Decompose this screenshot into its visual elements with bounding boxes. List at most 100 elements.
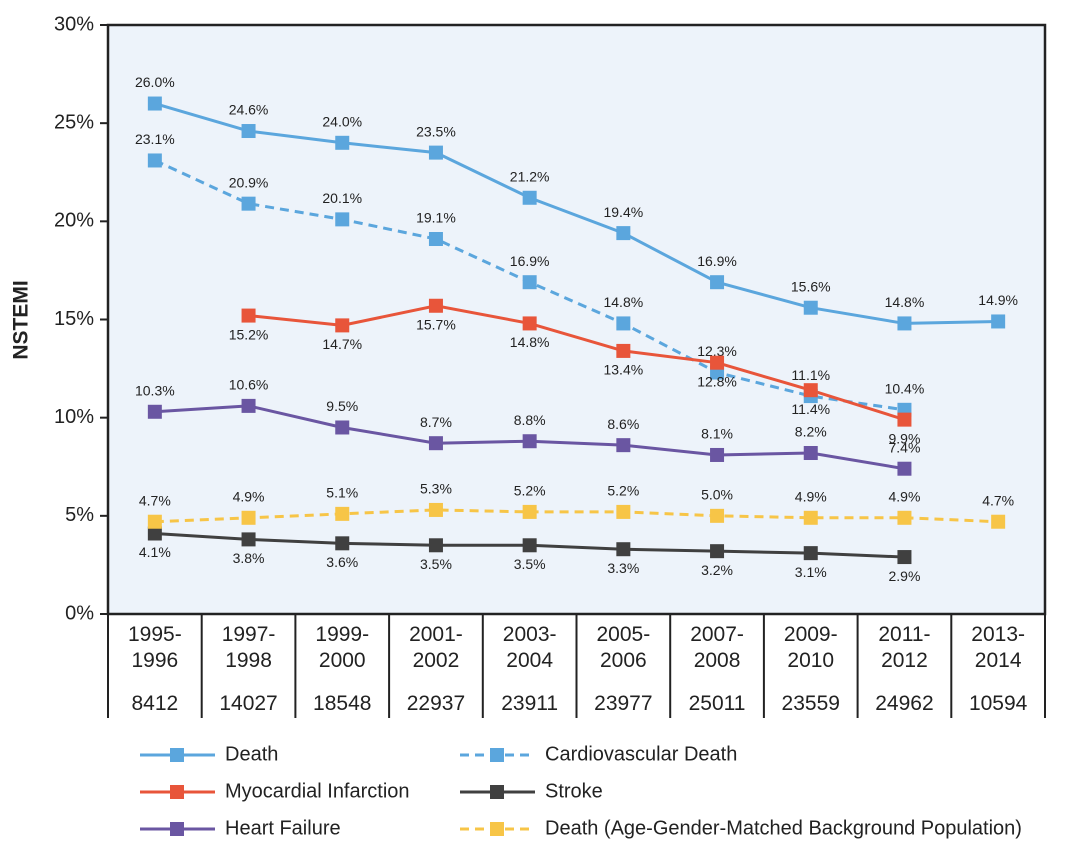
sample-size: 18548: [313, 692, 372, 715]
data-point: [616, 316, 631, 331]
x-tick-label: 1999-2000: [315, 623, 370, 672]
y-tick-label: 10%: [54, 406, 94, 428]
data-point: [803, 300, 818, 315]
data-label: 3.5%: [514, 556, 546, 572]
data-point: [241, 510, 256, 525]
data-point: [147, 526, 162, 541]
data-point: [897, 316, 912, 331]
data-label: 3.8%: [233, 550, 265, 566]
data-label: 5.0%: [701, 487, 733, 503]
data-point: [335, 420, 350, 435]
data-point: [616, 542, 631, 557]
series-line: [154, 508, 999, 524]
data-label: 4.9%: [233, 488, 265, 504]
data-point: [616, 343, 631, 358]
data-point: [803, 383, 818, 398]
data-label: 24.0%: [322, 114, 362, 130]
data-label: 4.9%: [795, 488, 827, 504]
data-point: [428, 538, 443, 553]
legend-marker: [490, 822, 504, 836]
data-label: 15.6%: [791, 278, 831, 294]
data-label: 16.9%: [697, 253, 737, 269]
legend-marker: [170, 822, 184, 836]
data-label: 19.4%: [603, 204, 643, 220]
x-tick-label: 2005-2006: [596, 623, 651, 672]
legend-label: Heart Failure: [225, 817, 341, 839]
data-point: [616, 438, 631, 453]
data-label: 19.1%: [416, 210, 456, 226]
data-point: [710, 275, 725, 290]
data-point: [522, 316, 537, 331]
legend-label: Cardiovascular Death: [545, 743, 737, 765]
sample-size: 23977: [594, 692, 653, 715]
data-label: 14.7%: [322, 336, 362, 352]
data-point: [710, 508, 725, 523]
data-label: 11.4%: [791, 401, 830, 417]
data-point: [522, 504, 537, 519]
data-point: [803, 510, 818, 525]
data-label: 14.9%: [978, 292, 1018, 308]
data-label: 8.1%: [701, 426, 733, 442]
data-label: 7.4%: [888, 439, 920, 455]
x-tick-label: 2001-2002: [409, 623, 463, 672]
data-label: 14.8%: [510, 334, 550, 350]
data-point: [241, 308, 256, 323]
legend-label: Stroke: [545, 780, 603, 802]
data-point: [428, 298, 443, 313]
legend-marker: [490, 785, 504, 799]
data-label: 16.9%: [510, 253, 550, 269]
legend-label: Myocardial Infarction: [225, 780, 410, 802]
x-tick-label: 2011-2012: [878, 623, 931, 672]
data-label: 24.6%: [229, 102, 269, 118]
y-tick-label: 30%: [54, 13, 94, 35]
y-tick-label: 0%: [65, 602, 94, 624]
data-point: [241, 532, 256, 547]
data-point: [147, 96, 162, 111]
data-label: 11.1%: [791, 367, 830, 383]
data-point: [241, 196, 256, 211]
data-label: 10.4%: [885, 381, 925, 397]
data-label: 8.2%: [795, 424, 827, 440]
data-point: [991, 514, 1006, 529]
y-tick-label: 20%: [54, 210, 94, 232]
data-label: 5.2%: [514, 483, 546, 499]
x-tick-label: 2009-2010: [783, 623, 838, 672]
data-point: [335, 318, 350, 333]
x-tick-label: 2003-2004: [502, 623, 557, 672]
data-point: [335, 536, 350, 551]
x-tick-label: 2013-2014: [971, 623, 1025, 672]
sample-size: 23559: [781, 692, 840, 715]
data-label: 9.9%: [888, 430, 920, 446]
data-label: 23.5%: [416, 123, 456, 139]
data-point: [897, 550, 912, 565]
data-point: [803, 546, 818, 561]
sample-size: 25011: [688, 692, 746, 715]
data-point: [991, 314, 1006, 329]
sample-size: 24962: [875, 692, 934, 715]
data-point: [897, 461, 912, 476]
sample-size: 22937: [406, 692, 466, 715]
data-point: [897, 510, 912, 525]
data-label: 3.6%: [326, 554, 358, 570]
data-point: [616, 226, 631, 241]
data-label: 13.4%: [603, 362, 643, 378]
data-point: [522, 434, 537, 449]
data-label: 15.2%: [229, 326, 269, 342]
legend-marker: [490, 748, 504, 762]
data-point: [241, 398, 256, 413]
y-tick-label: 25%: [54, 111, 94, 133]
data-label: 12.8%: [697, 373, 737, 389]
data-point: [147, 514, 162, 529]
data-point: [335, 135, 350, 150]
data-label: 8.6%: [607, 416, 639, 432]
data-label: 4.1%: [139, 544, 171, 560]
sample-size: 23911: [501, 692, 559, 715]
data-label: 23.1%: [135, 131, 175, 147]
x-tick-label: 2007-2008: [690, 623, 744, 672]
data-label: 5.3%: [420, 481, 452, 497]
data-point: [710, 447, 725, 462]
data-point: [897, 412, 912, 427]
data-label: 2.9%: [888, 568, 920, 584]
